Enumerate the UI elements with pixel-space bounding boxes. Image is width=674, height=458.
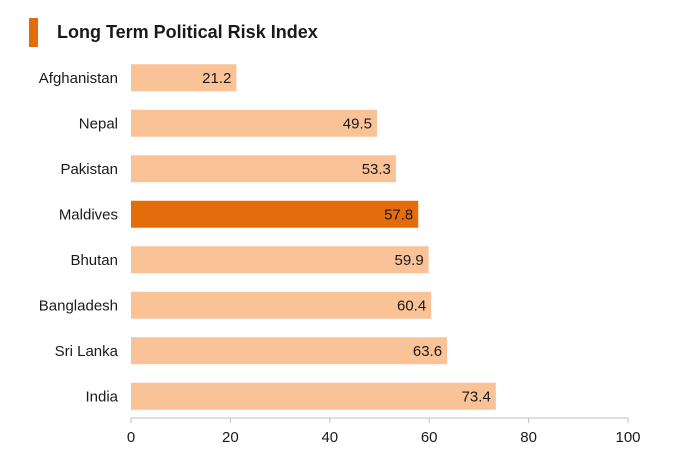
bar-sri-lanka [131,337,448,365]
value-label-nepal: 49.5 [343,115,372,132]
x-tick-label-20: 20 [222,429,239,446]
bar-afghanistan [131,64,237,92]
value-label-sri-lanka: 63.6 [413,343,442,360]
value-label-bhutan: 59.9 [394,252,423,269]
value-label-india: 73.4 [462,388,491,405]
category-label-india: India [85,388,118,405]
title-accent-bar [29,18,38,47]
bar-nepal [131,109,378,137]
x-tick-label-100: 100 [615,429,640,446]
bar-maldives [131,200,419,228]
value-label-maldives: 57.8 [384,206,413,223]
category-label-nepal: Nepal [79,115,118,132]
bar-bangladesh [131,291,432,319]
bar-bhutan [131,246,429,274]
x-tick-label-40: 40 [321,429,338,446]
category-label-pakistan: Pakistan [60,161,118,178]
x-tick-label-0: 0 [127,429,135,446]
value-label-afghanistan: 21.2 [202,70,231,87]
value-label-bangladesh: 60.4 [397,297,426,314]
category-label-bhutan: Bhutan [70,252,118,269]
x-tick-label-60: 60 [421,429,438,446]
bar-india [131,382,496,410]
x-tick-label-80: 80 [520,429,537,446]
category-label-sri-lanka: Sri Lanka [55,343,119,360]
category-label-maldives: Maldives [59,206,118,223]
bar-pakistan [131,155,396,183]
value-label-pakistan: 53.3 [362,161,391,178]
category-label-afghanistan: Afghanistan [39,70,118,87]
chart-title: Long Term Political Risk Index [57,22,318,42]
category-label-bangladesh: Bangladesh [39,297,118,314]
